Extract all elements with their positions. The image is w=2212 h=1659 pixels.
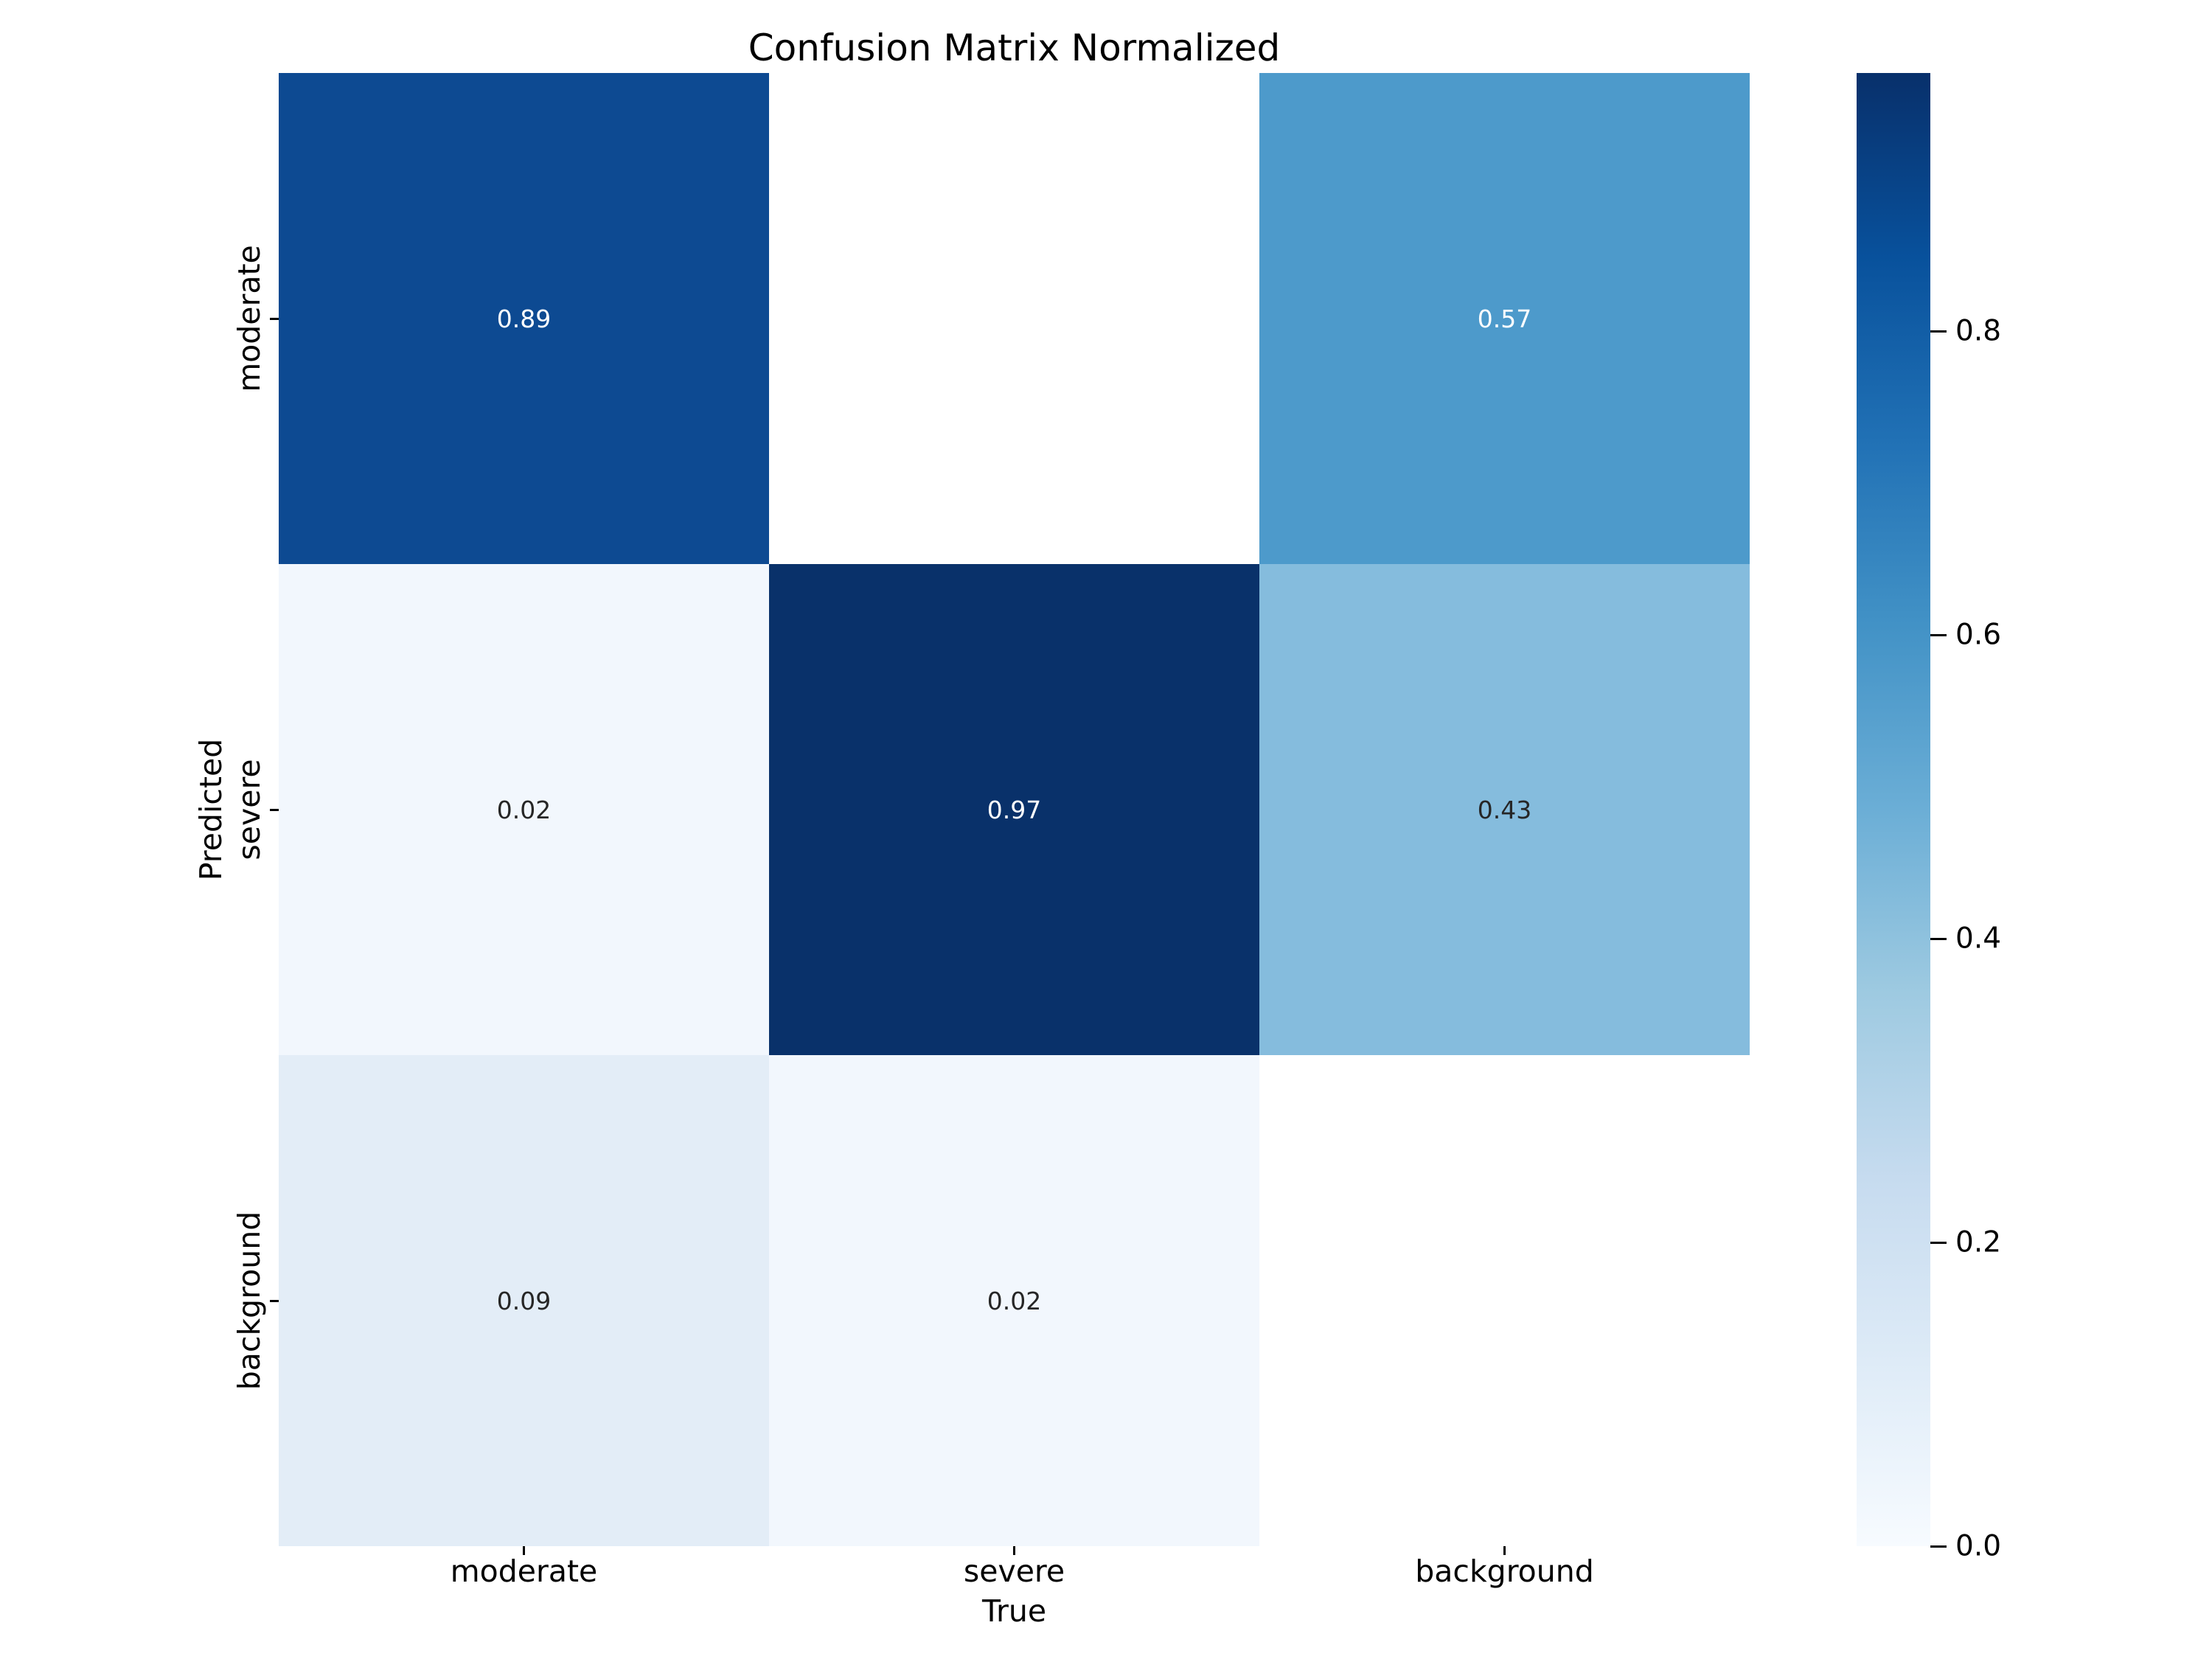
chart-title: Confusion Matrix Normalized: [748, 27, 1281, 69]
colorbar-gradient: [1857, 73, 1930, 1546]
heatmap-cell-severe-moderate: 0.02: [279, 564, 769, 1055]
x-tick-label-background: background: [1415, 1554, 1594, 1589]
cell-value-label: 0.89: [496, 304, 552, 333]
colorbar-tick-label-0.6: 0.6: [1955, 618, 2002, 652]
colorbar-tick-label-0.8: 0.8: [1955, 314, 2002, 348]
x-axis-label: True: [981, 1593, 1047, 1629]
colorbar-tick-mark: [1930, 1241, 1947, 1244]
x-tick-label-severe: severe: [963, 1554, 1065, 1589]
cell-value-label: 0.57: [1477, 304, 1532, 333]
colorbar-tick-label-0.0: 0.0: [1955, 1529, 2002, 1563]
heatmap-cell-severe-severe: 0.97: [769, 564, 1259, 1055]
x-tick-label-moderate: moderate: [450, 1554, 598, 1589]
heatmap-cell-moderate-severe: [769, 73, 1259, 564]
y-tick-label-moderate: moderate: [232, 245, 267, 392]
heatmap-cell-background-severe: 0.02: [769, 1055, 1259, 1546]
colorbar-tick-mark: [1930, 330, 1947, 333]
y-tick-label-background: background: [232, 1211, 267, 1391]
cell-value-label: 0.02: [987, 1286, 1042, 1315]
cell-value-label: 0.97: [987, 795, 1042, 824]
y-axis-label: Predicted: [193, 738, 229, 881]
colorbar-tick-mark: [1930, 1545, 1947, 1548]
cell-value-label: 0.09: [496, 1286, 552, 1315]
y-tick-label-severe: severe: [232, 759, 267, 860]
cell-value-label: 0.43: [1477, 795, 1532, 824]
colorbar-tick-label-0.2: 0.2: [1955, 1225, 2002, 1259]
colorbar-tick-label-0.4: 0.4: [1955, 922, 2002, 956]
heatmap-cell-background-moderate: 0.09: [279, 1055, 769, 1546]
y-tick-mark: [270, 808, 279, 811]
x-tick-mark: [1013, 1546, 1015, 1555]
cell-value-label: 0.02: [496, 795, 552, 824]
heatmap-cell-moderate-background: 0.57: [1259, 73, 1750, 564]
heatmap-cell-background-background: [1259, 1055, 1750, 1546]
heatmap-cell-moderate-moderate: 0.89: [279, 73, 769, 564]
x-tick-mark: [523, 1546, 525, 1555]
x-tick-mark: [1503, 1546, 1506, 1555]
heatmap-cell-severe-background: 0.43: [1259, 564, 1750, 1055]
colorbar-tick-mark: [1930, 633, 1947, 636]
colorbar-tick-mark: [1930, 937, 1947, 940]
heatmap-grid: 0.89 0.57 0.02 0.97 0.43 0.09 0.02: [279, 73, 1750, 1546]
y-tick-mark: [270, 1299, 279, 1302]
y-tick-mark: [270, 317, 279, 320]
